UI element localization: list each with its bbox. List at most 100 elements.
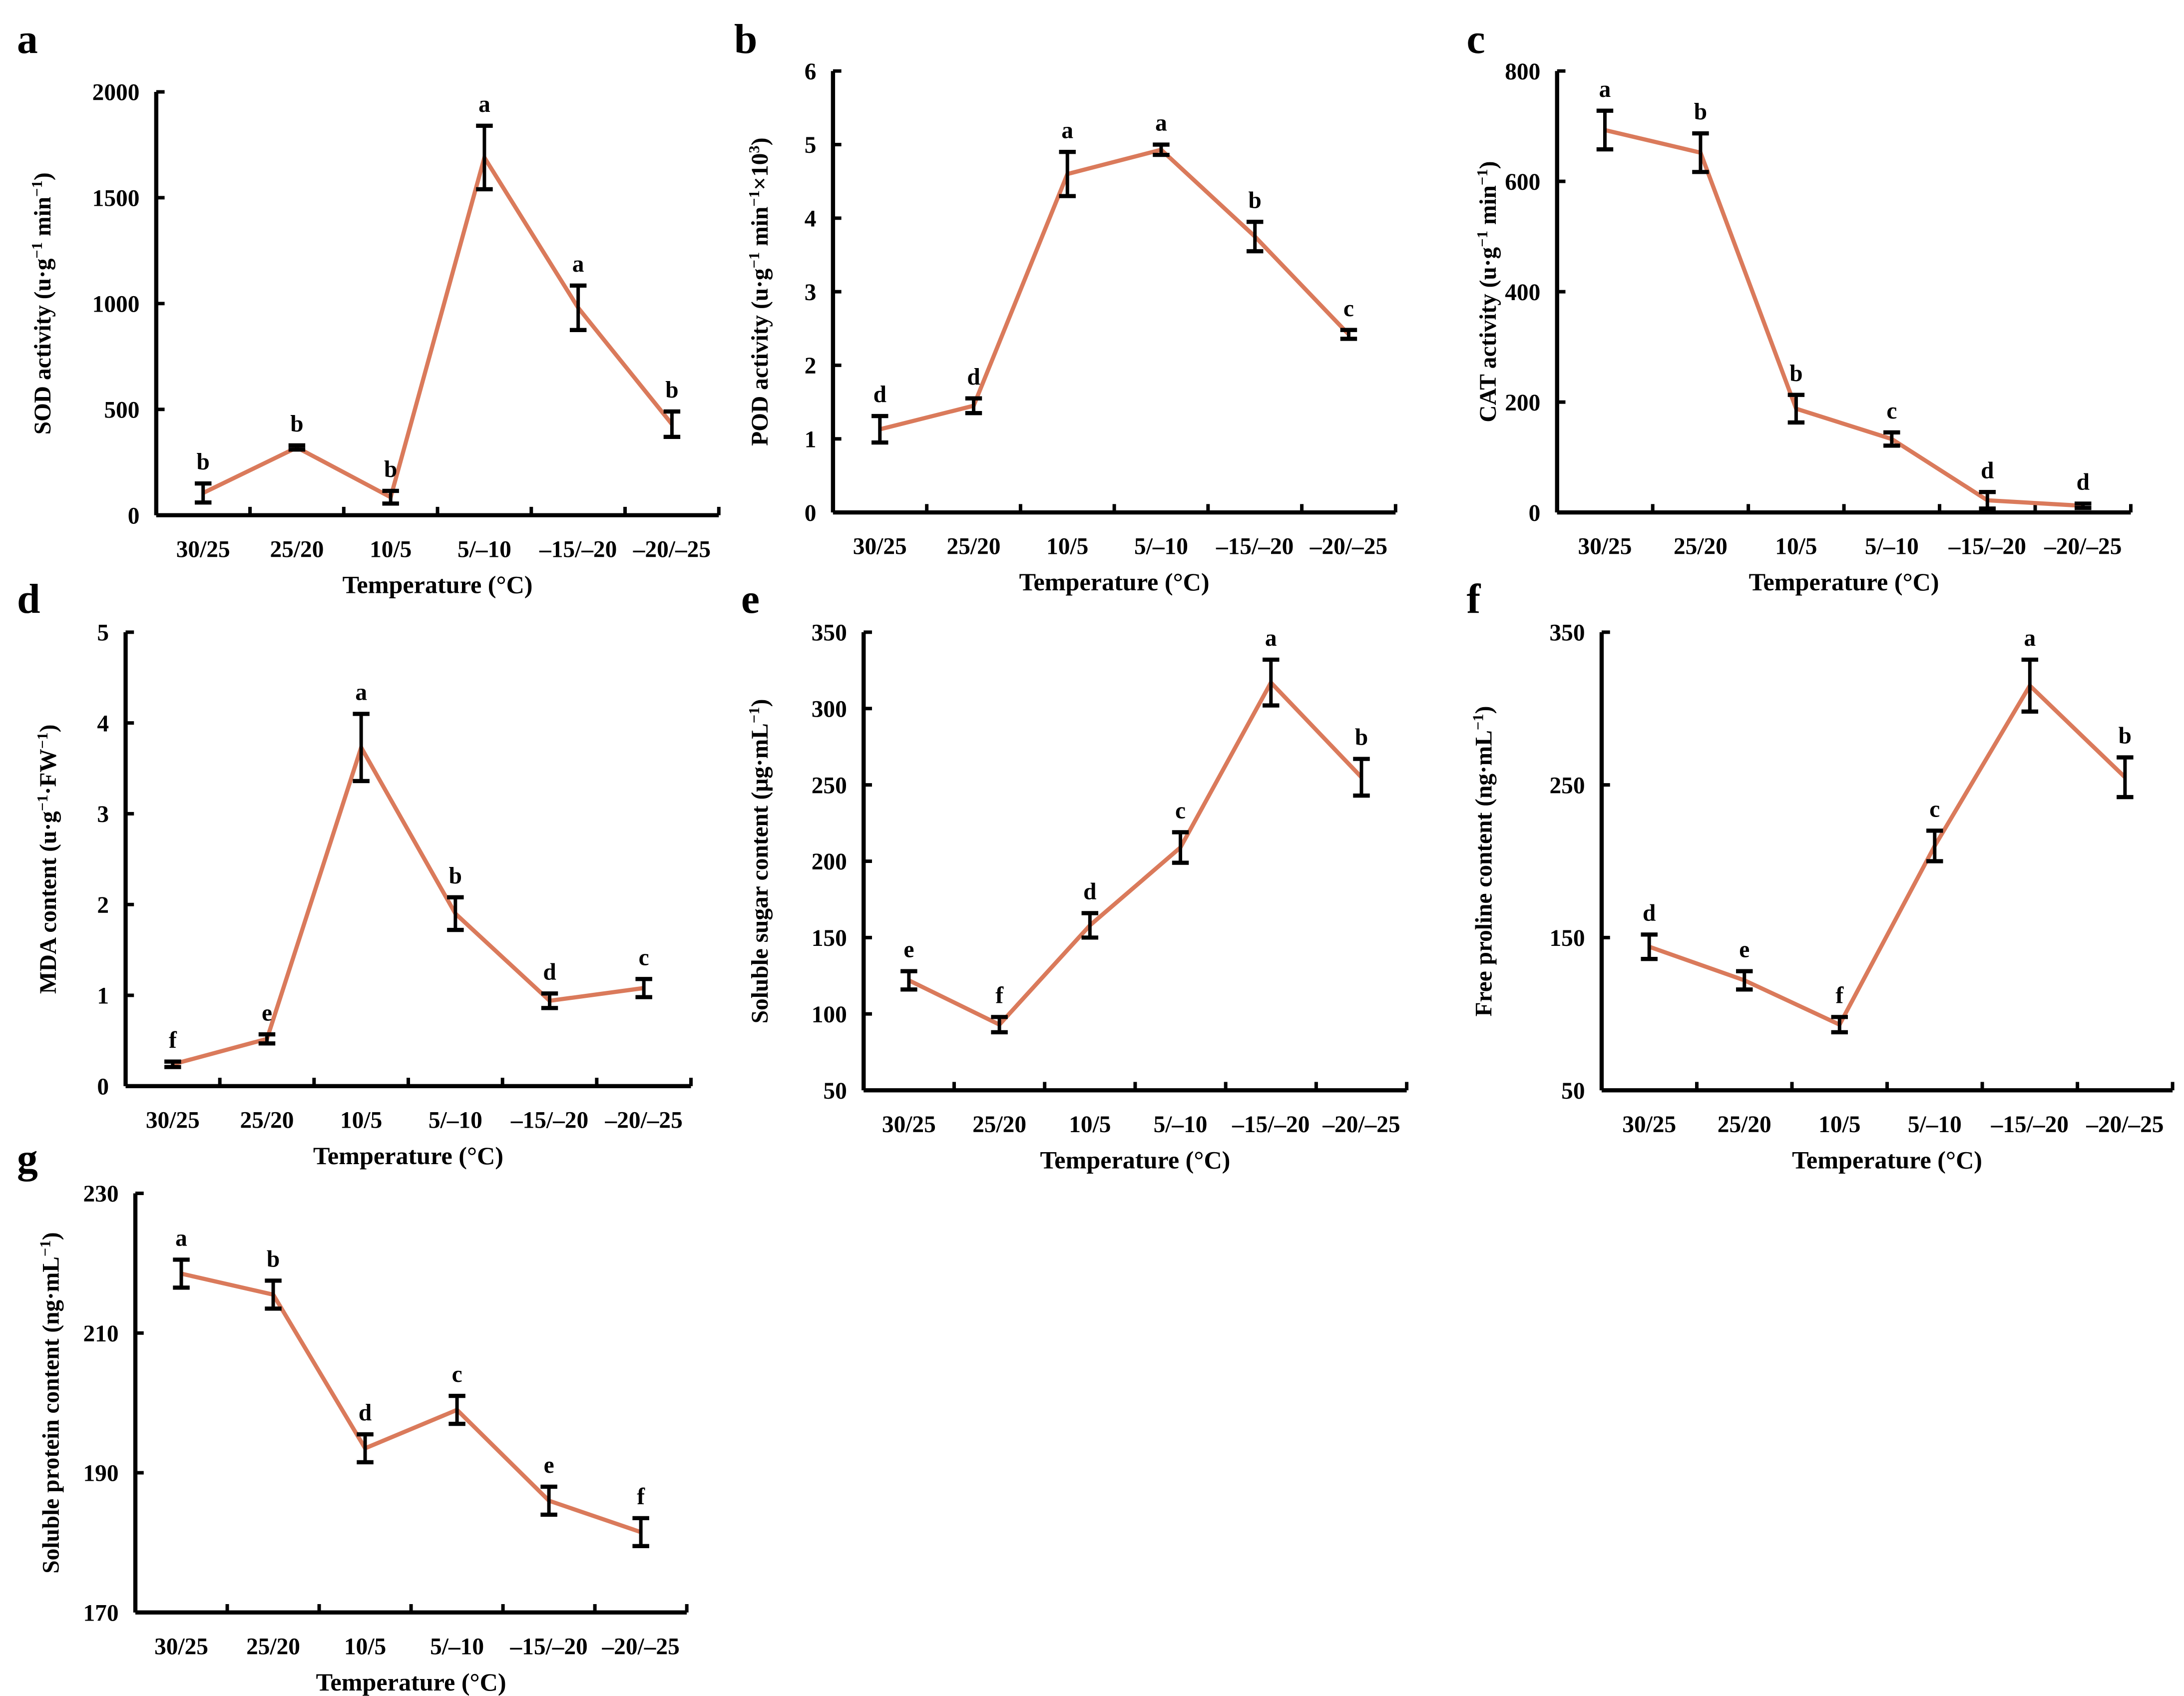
- y-axis-title-segment: Free proline content (ng·mL: [1471, 730, 1497, 1016]
- x-tick-label: 5/–10: [457, 536, 511, 562]
- panel-e: e 50 100 150 200 250 300 350 30/25 25/20 10/5 5/–10…: [741, 576, 1409, 1174]
- y-tick-label: 300: [812, 696, 847, 722]
- y-axis-title-superscript: −1: [1474, 169, 1491, 185]
- y-axis-title-segment: min: [30, 197, 56, 242]
- y-tick-label: 1: [805, 426, 817, 452]
- x-axis-title: Temperature (°C): [343, 571, 533, 599]
- significance-letter: c: [452, 1361, 462, 1387]
- x-tick-label: –20/–25: [601, 1634, 679, 1660]
- y-axis-title-superscript: −1: [1474, 231, 1491, 247]
- x-tick-label: 30/25: [882, 1112, 936, 1138]
- y-tick-label: 50: [823, 1078, 847, 1104]
- x-tick-label: 25/20: [1718, 1112, 1771, 1138]
- x-tick-label: –20/–25: [605, 1107, 683, 1133]
- series-line: [1648, 682, 2127, 1028]
- series-line: [181, 1272, 642, 1534]
- data-point: [273, 1294, 274, 1295]
- significance-letter: d: [359, 1400, 372, 1426]
- data-point: [1361, 777, 1362, 778]
- significance-letter: a: [1599, 76, 1611, 102]
- y-tick-label: 350: [1549, 620, 1585, 646]
- y-axis-title: CAT activity (u·g−1 min−1): [1474, 161, 1501, 423]
- data-point: [1348, 334, 1349, 335]
- x-tick-label: –20/–25: [1310, 534, 1387, 560]
- y-axis-title-segment: CAT activity (u·g: [1475, 247, 1501, 422]
- data-point: [2125, 777, 2126, 778]
- significance-letter: e: [262, 1000, 272, 1026]
- x-tick-label: 25/20: [972, 1112, 1026, 1138]
- y-tick-label: 0: [1529, 500, 1541, 526]
- series-line: [908, 679, 1363, 1027]
- data-point: [455, 913, 456, 914]
- panel-d: d 0 1 2 3 4 5 30/25 25/20 10/5 5/–10 –15/–20 –20/–25…: [17, 576, 693, 1170]
- x-tick-label: 30/25: [1622, 1112, 1676, 1138]
- data-point: [181, 1273, 182, 1274]
- significance-letter: c: [1929, 796, 1940, 822]
- x-tick-label: 25/20: [240, 1107, 294, 1133]
- x-axis-title: Temperature (°C): [1749, 568, 1939, 596]
- y-axis-title-segment: ×10: [747, 153, 773, 190]
- x-tick-label: 25/20: [1674, 534, 1728, 560]
- x-tick-label: –15/–20: [510, 1107, 588, 1133]
- x-tick-label: 10/5: [344, 1634, 386, 1660]
- significance-letter: b: [665, 377, 678, 403]
- x-tick-label: 5/–10: [1865, 534, 1919, 560]
- series-line: [202, 152, 674, 500]
- y-axis-title-superscript: −1: [28, 242, 45, 259]
- y-tick-label: 600: [1505, 169, 1540, 195]
- x-tick-label: –20/–25: [633, 536, 711, 562]
- y-tick-label: 2: [97, 892, 109, 918]
- y-tick-label: 200: [812, 849, 847, 875]
- x-tick-label: 25/20: [270, 536, 324, 562]
- y-tick-label: 500: [104, 397, 139, 423]
- panel-c: c 0 200 400 600 800 30/25 25/20 10/5 5/–10 –15/–20…: [1467, 16, 2133, 596]
- x-tick-label: 30/25: [1578, 534, 1632, 560]
- panel-letter: f: [1467, 576, 1481, 622]
- x-tick-label: –15/–20: [1216, 534, 1294, 560]
- y-tick-label: 4: [805, 206, 817, 232]
- y-axis-title-segment: ): [1471, 706, 1497, 714]
- significance-letter: c: [1886, 398, 1897, 424]
- significance-letter: e: [903, 937, 914, 963]
- x-tick-label: 5/–10: [430, 1634, 484, 1660]
- significance-letter: d: [1083, 879, 1096, 905]
- y-tick-label: 2000: [92, 80, 140, 106]
- y-axis-title-segment: ): [747, 699, 773, 707]
- y-tick-label: 210: [83, 1321, 119, 1347]
- significance-letter: b: [197, 449, 210, 475]
- x-tick-label: 5/–10: [1154, 1112, 1208, 1138]
- significance-letter: f: [1835, 982, 1844, 1008]
- y-tick-label: 6: [805, 59, 817, 85]
- x-tick-label: 30/25: [146, 1107, 200, 1133]
- y-tick-label: 190: [83, 1461, 119, 1487]
- x-tick-label: –20/–25: [2044, 534, 2122, 560]
- x-tick-label: –15/–20: [539, 536, 617, 562]
- significance-letter: d: [967, 364, 980, 390]
- x-tick-label: 30/25: [176, 536, 230, 562]
- significance-letter: a: [572, 251, 584, 277]
- series-line: [879, 147, 1350, 431]
- y-axis-title: POD activity (u·g−1 min−1×103): [746, 138, 773, 446]
- panel-a: a 0 500 1000 1500 2000 30/25 25/20 10/5 5/–10 –15/…: [17, 16, 721, 599]
- y-axis-title: Free proline content (ng·mL−1): [1470, 706, 1497, 1017]
- y-tick-label: 150: [1549, 925, 1585, 951]
- y-tick-label: 0: [128, 503, 140, 529]
- significance-letter: b: [1355, 725, 1368, 751]
- significance-letter: b: [1694, 99, 1707, 125]
- y-axis-title-segment: Soluble sugar content (μg·mL: [747, 723, 773, 1023]
- data-point: [1649, 946, 1650, 947]
- x-tick-label: 25/20: [947, 534, 1001, 560]
- significance-letter: d: [2077, 469, 2090, 495]
- significance-letter: b: [1249, 187, 1262, 213]
- significance-letter: d: [543, 959, 556, 985]
- significance-letter: b: [1789, 361, 1802, 387]
- x-tick-label: 5/–10: [1908, 1112, 1962, 1138]
- y-axis-title: SOD activity (u·g−1 min−1): [28, 172, 56, 434]
- panel-b: b 0 1 2 3 4 5 6 30/25 25/20 10/5 5/–10 –15/–20 –20/–2…: [734, 16, 1397, 596]
- y-axis-title-superscript: −1: [28, 180, 45, 197]
- y-tick-label: 0: [97, 1074, 109, 1100]
- y-axis-title-segment: Soluble protein content (ng·mL: [38, 1257, 64, 1574]
- y-axis-title-segment: SOD activity (u·g: [30, 258, 56, 434]
- y-axis-title: Soluble sugar content (μg·mL−1): [746, 699, 773, 1024]
- significance-letter: e: [544, 1452, 554, 1478]
